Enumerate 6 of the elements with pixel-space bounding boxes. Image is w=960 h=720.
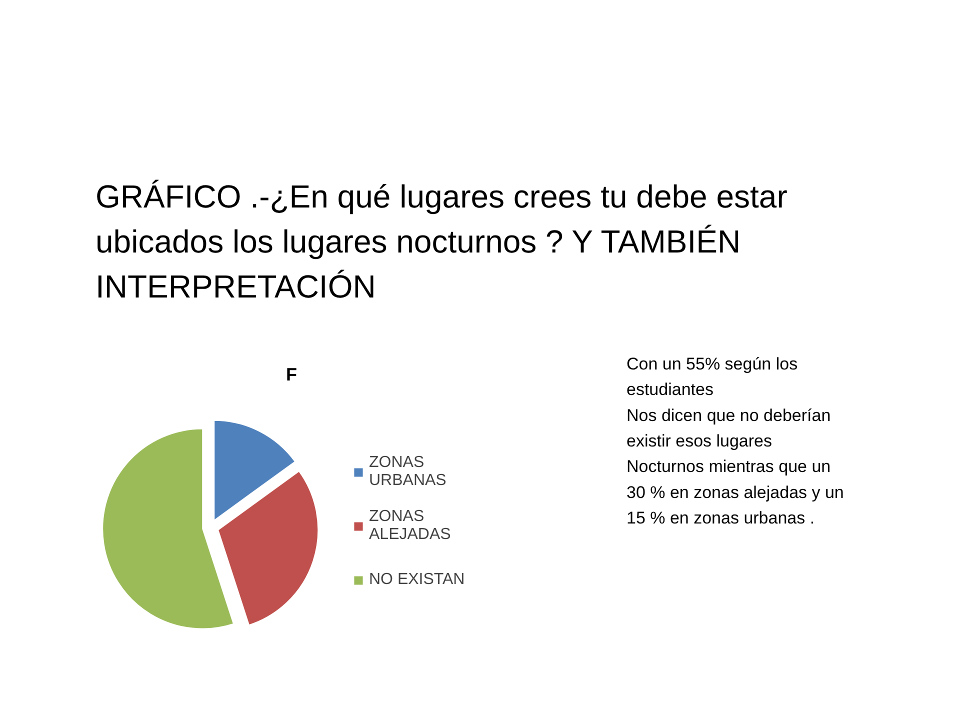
chart-subtitle: F: [286, 364, 297, 384]
chart-title: GRÁFICO .-¿En qué lugares crees tu debe estar ubicados los lugares nocturnos ? Y TAMBIÉN INTERPRETACIÓN: [96, 178, 788, 304]
legend-label: ZONAS ALEJADAS: [369, 507, 451, 545]
legend-label: ZONAS URBANAS: [369, 453, 446, 491]
text: Con un 55% según los estudiantes Nos dicen que no deberían existir esos lugares Nocturnos mientras que un 30 % en zonas alejadas y un 15 % en zonas urbanas .: [626, 354, 844, 528]
legend-label: NO EXISTAN: [369, 570, 465, 590]
